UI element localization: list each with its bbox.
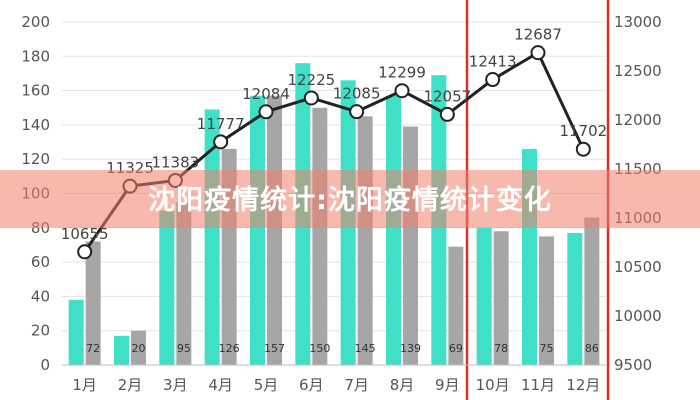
bar — [250, 95, 265, 366]
bar — [386, 95, 401, 366]
y-right-tick-label: 12500 — [614, 62, 662, 80]
bar — [539, 236, 554, 365]
line-point — [485, 72, 501, 88]
bar — [567, 232, 583, 365]
bar — [448, 246, 464, 365]
y-right-tick-label: 12000 — [614, 111, 662, 129]
bar — [267, 95, 282, 366]
y-right-tick-label: 10500 — [614, 258, 662, 276]
bar — [85, 241, 101, 365]
y-left-tick-label: 140 — [21, 116, 50, 134]
y-left-tick-label: 180 — [21, 47, 50, 65]
bar — [176, 202, 192, 365]
bar-value-label: 95 — [177, 342, 191, 355]
x-tick-label: 8月 — [390, 376, 415, 394]
line-value-label: 12085 — [333, 85, 381, 103]
y-left-tick-label: 40 — [31, 287, 50, 305]
bar-value-label: 150 — [309, 342, 330, 355]
bar — [159, 210, 175, 365]
bar-value-label: 86 — [585, 342, 599, 355]
y-right-tick-label: 10000 — [614, 307, 662, 325]
x-tick-label: 1月 — [72, 376, 97, 394]
line-value-label: 10655 — [61, 225, 109, 243]
bar-value-label: 20 — [132, 342, 146, 355]
bar-value-label: 157 — [264, 342, 285, 355]
y-right-tick-label: 13000 — [614, 13, 662, 31]
y-left-tick-label: 200 — [21, 13, 50, 31]
line-value-label: 11777 — [197, 115, 245, 133]
bar-value-label: 139 — [400, 342, 421, 355]
bar — [584, 217, 600, 365]
y-left-tick-label: 160 — [21, 82, 50, 100]
x-tick-label: 3月 — [163, 376, 188, 394]
bar — [131, 330, 146, 365]
line-value-label: 11383 — [151, 153, 199, 171]
y-right-tick-label: 9500 — [614, 356, 652, 374]
line-point — [77, 244, 93, 260]
banner-bg — [0, 170, 700, 228]
line-value-label: 12413 — [469, 53, 517, 71]
x-tick-label: 10月 — [476, 376, 510, 394]
x-tick-label: 12月 — [566, 376, 600, 394]
bar-value-label: 126 — [219, 342, 240, 355]
bar — [114, 335, 129, 365]
line-point — [258, 104, 274, 120]
banner-text: 沈阳疫情统计:沈阳疫情统计变化 — [148, 184, 552, 216]
x-tick-label: 9月 — [435, 376, 460, 394]
x-tick-label: 6月 — [299, 376, 324, 394]
y-left-tick-label: 60 — [31, 253, 50, 271]
line-point — [349, 104, 365, 120]
bars-layer: 72 20 95 126 157 150 145 139 69 78 75 86 — [68, 63, 600, 366]
x-tick-label: 7月 — [344, 376, 369, 394]
line-point — [575, 141, 591, 157]
line-point — [303, 90, 319, 106]
bar-value-label: 145 — [355, 342, 376, 355]
bar — [403, 126, 418, 366]
bar-value-label: 72 — [86, 342, 100, 355]
y-left-tick-label: 120 — [21, 150, 50, 168]
bar — [476, 227, 492, 365]
x-tick-label: 4月 — [208, 376, 233, 394]
y-left-tick-label: 20 — [31, 322, 50, 340]
y-left-tick-label: 0 — [40, 356, 50, 374]
bar — [493, 231, 509, 365]
line-point — [439, 106, 455, 122]
line-value-label: 12225 — [287, 71, 335, 89]
line-value-label: 12299 — [378, 64, 426, 82]
line-value-label: 12057 — [423, 87, 471, 105]
x-tick-label: 11月 — [521, 376, 555, 394]
line-point — [213, 134, 229, 150]
bar — [68, 299, 84, 365]
line-value-label: 12687 — [514, 26, 562, 44]
line-point — [394, 83, 410, 99]
line-value-label: 12084 — [242, 85, 290, 103]
bar — [312, 107, 328, 365]
banner: 沈阳疫情统计:沈阳疫情统计变化 — [0, 170, 700, 228]
bar-value-label: 75 — [540, 342, 554, 355]
x-tick-label: 2月 — [118, 376, 143, 394]
bar-value-label: 78 — [494, 342, 508, 355]
line-point — [530, 45, 546, 61]
bar-value-label: 69 — [449, 342, 463, 355]
line-value-label: 11702 — [559, 122, 607, 140]
bar — [357, 116, 373, 365]
x-tick-label: 5月 — [254, 376, 279, 394]
